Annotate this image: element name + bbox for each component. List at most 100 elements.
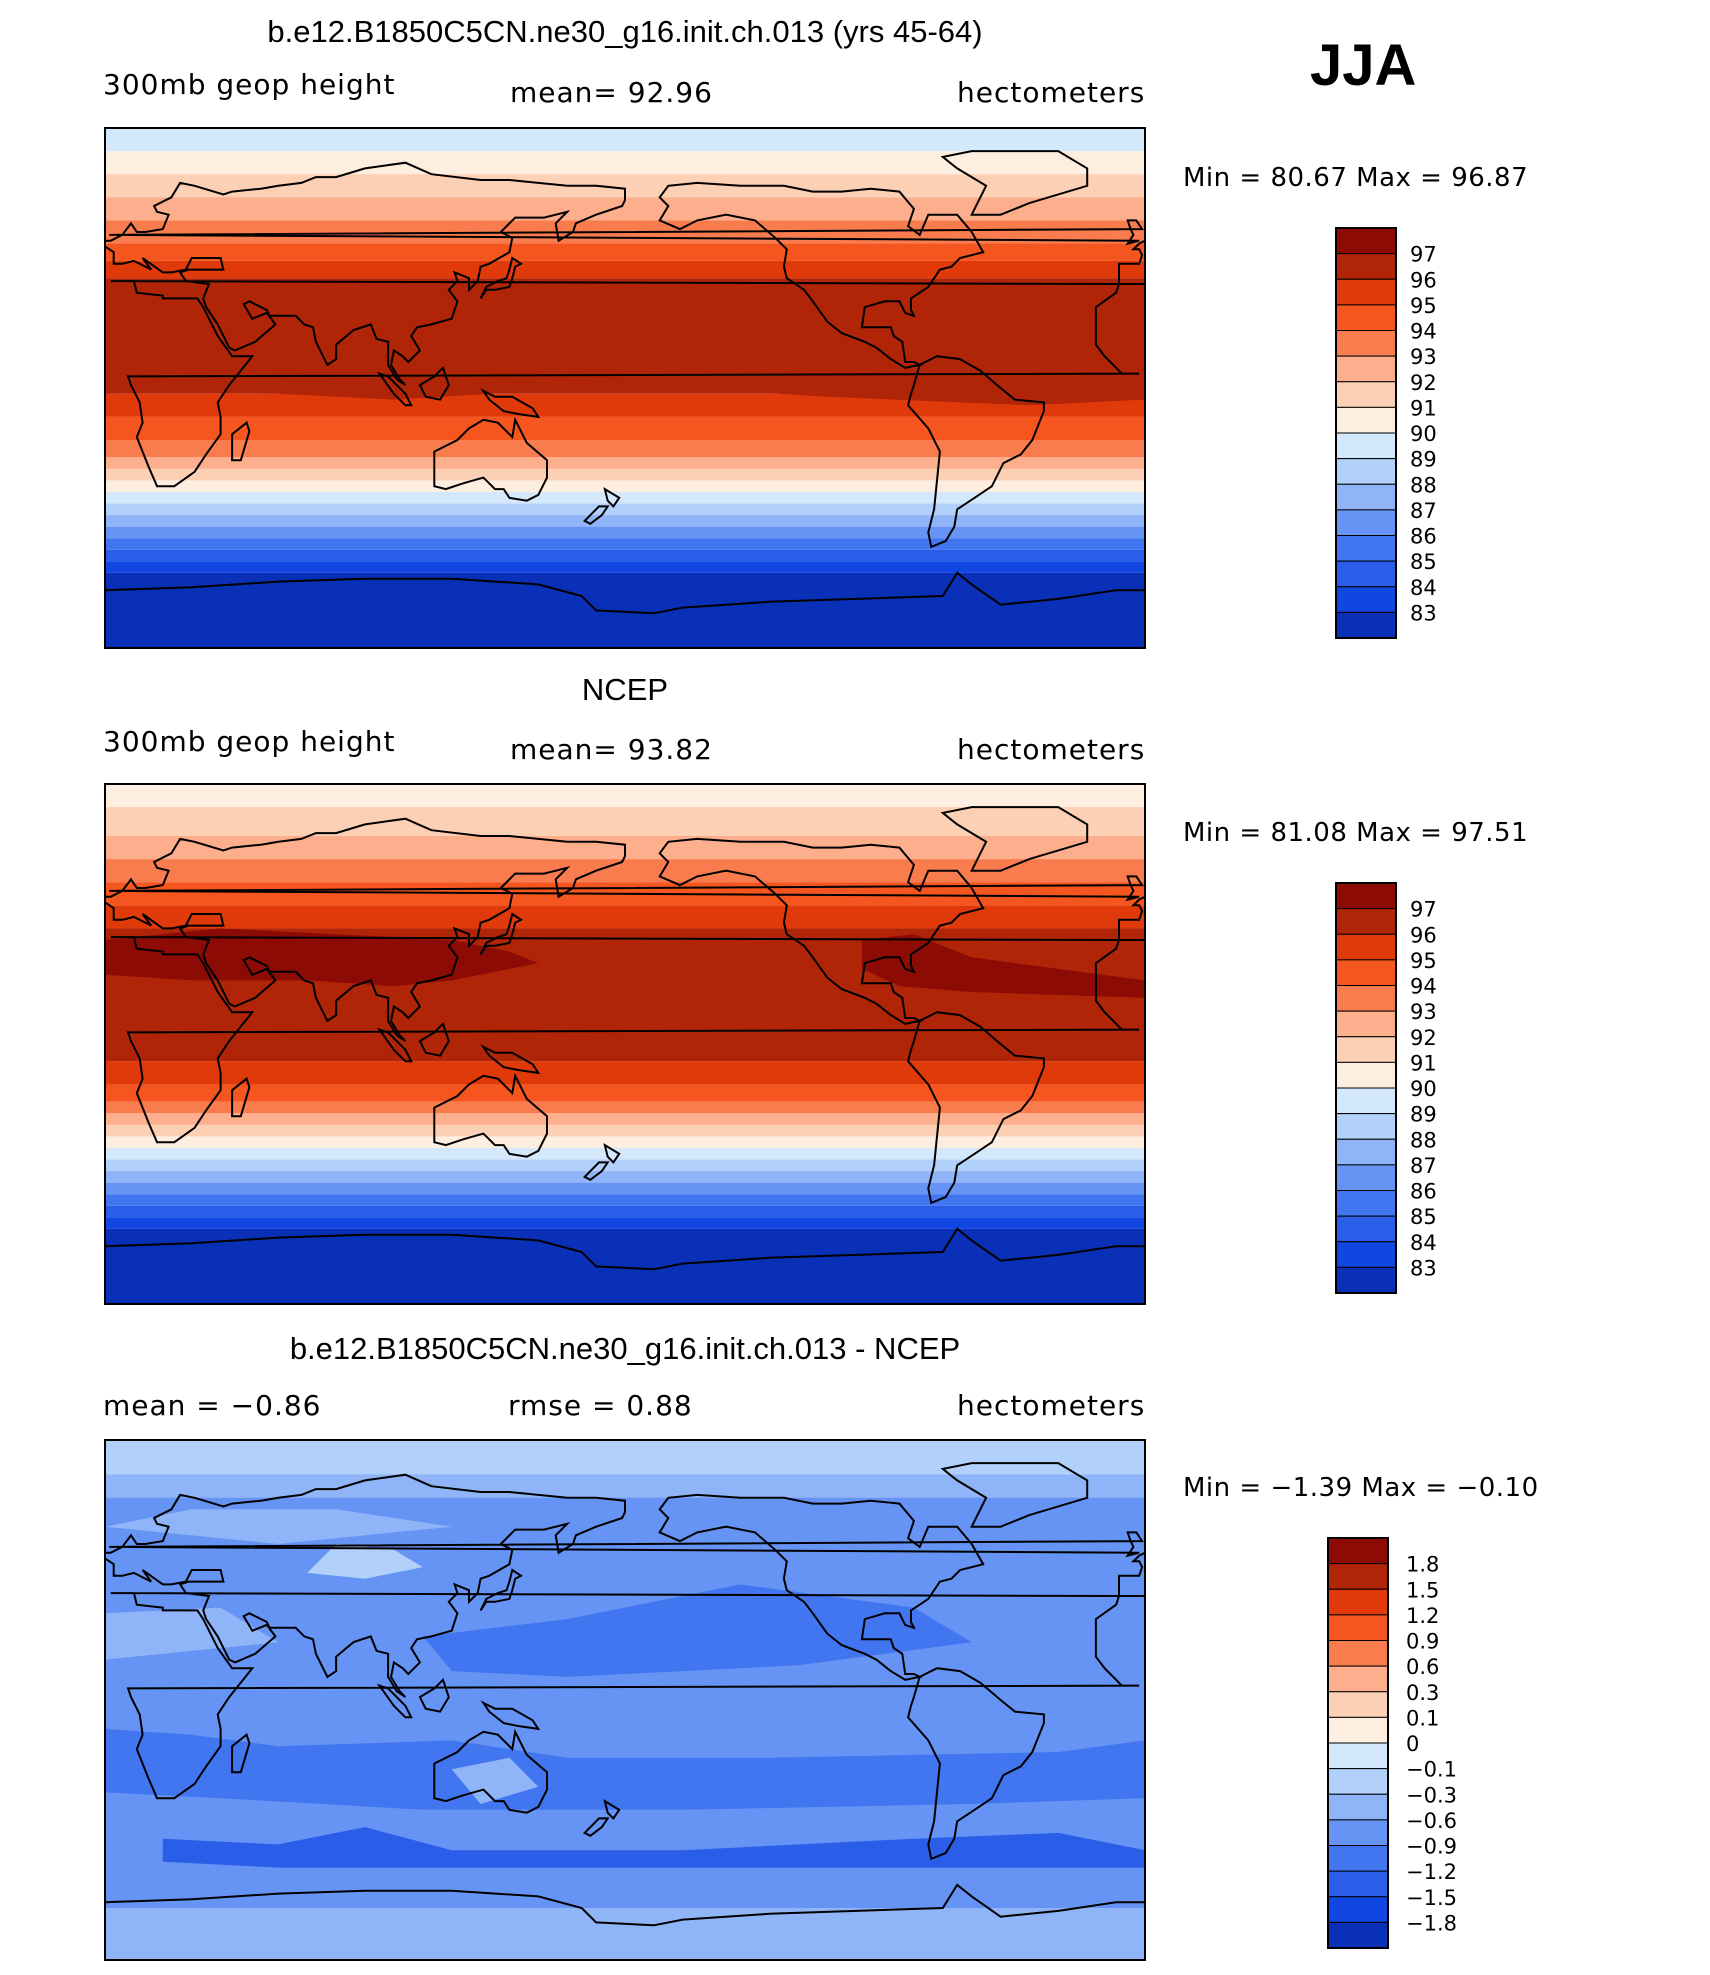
colorbar-swatch	[1335, 1113, 1397, 1140]
coastline	[418, 365, 450, 401]
contour-band	[105, 1474, 1145, 1498]
coastline	[231, 1733, 251, 1774]
coastline	[480, 1044, 541, 1075]
contour-band	[105, 1113, 1145, 1125]
panel-2-map	[104, 783, 1146, 1305]
colorbar-tick-label: −1.5	[1406, 1886, 1457, 1910]
contour-band	[105, 243, 1145, 261]
contour-band	[105, 468, 1145, 481]
contour-band	[105, 260, 1145, 279]
coastline	[479, 912, 523, 955]
colorbar-swatch	[1335, 560, 1397, 588]
coastline	[1118, 1551, 1146, 1597]
colorbar-tick-label: 92	[1410, 371, 1437, 395]
contour-band	[105, 1061, 1145, 1085]
colorbar-swatch	[1327, 1768, 1389, 1795]
colorbar-swatch	[1327, 1640, 1389, 1667]
coastline	[907, 355, 1045, 549]
contour-region	[105, 928, 539, 987]
contour-band	[105, 526, 1145, 539]
colorbar-swatch	[1335, 483, 1397, 511]
coastline	[658, 1493, 985, 1681]
contour-region	[861, 934, 1145, 998]
colorbar-tick-label: 90	[1410, 1077, 1437, 1101]
contour-band	[105, 1084, 1145, 1102]
colorbar-swatch	[1327, 1845, 1389, 1872]
colorbar-swatch	[1327, 1691, 1389, 1718]
panel-1-title: b.e12.B1850C5CN.ne30_g16.init.ch.013 (yr…	[267, 14, 983, 49]
coastline	[110, 280, 1140, 488]
contour-region	[307, 1544, 423, 1579]
colorbar-swatch	[1335, 1190, 1397, 1217]
colorbar-swatch	[1327, 1588, 1389, 1616]
coastline	[109, 1531, 1144, 1558]
contour-band	[105, 1205, 1145, 1218]
colorbar-tick-label: 88	[1410, 1128, 1437, 1152]
colorbar-tick-label: 95	[1410, 949, 1437, 973]
colorbar-swatch	[1335, 882, 1397, 910]
colorbar-tick-label: −0.3	[1406, 1783, 1457, 1807]
colorbar-tick-label: −0.6	[1406, 1809, 1457, 1833]
contour-region	[105, 1509, 452, 1544]
colorbar-tick-label: 96	[1410, 923, 1437, 947]
coastline	[582, 1817, 610, 1837]
colorbar-swatch	[1335, 330, 1397, 357]
coastline	[480, 1700, 541, 1731]
coastline	[104, 817, 626, 1042]
coastline	[104, 571, 1145, 615]
panel-1-units: hectometers	[957, 76, 1146, 109]
contour-band	[105, 1228, 1145, 1304]
colorbar-tick-label: 1.2	[1406, 1604, 1439, 1628]
colorbar-tick-label: 86	[1410, 1180, 1437, 1204]
contour-band	[105, 572, 1145, 648]
colorbar-swatch	[1335, 278, 1397, 306]
contour-band	[105, 515, 1145, 527]
coastline	[433, 1728, 548, 1814]
panel-1-variable: 300mb geop height	[103, 68, 396, 101]
colorbar-swatch	[1327, 1819, 1389, 1846]
colorbar-swatch	[1335, 1010, 1397, 1038]
contour-band	[105, 1124, 1145, 1137]
coastline	[480, 388, 541, 419]
colorbar-tick-label: 92	[1410, 1026, 1437, 1050]
colorbar-tick-label: 96	[1410, 268, 1437, 292]
coastline	[376, 1027, 413, 1063]
colorbar-tick-label: 84	[1410, 1231, 1437, 1255]
panel-3-units: hectometers	[957, 1389, 1146, 1422]
colorbar-swatch	[1335, 933, 1397, 961]
colorbar-swatch	[1335, 227, 1397, 255]
colorbar-tick-label: 97	[1410, 243, 1437, 267]
colorbar-swatch	[1327, 1793, 1389, 1821]
contour-band	[105, 416, 1145, 440]
panel-1-minmax: Min = 80.67 Max = 96.87	[1183, 163, 1529, 193]
contour-band	[105, 174, 1145, 198]
coastline	[376, 1683, 413, 1719]
contour-band	[105, 1884, 1145, 1908]
colorbar-swatch	[1335, 1061, 1397, 1089]
colorbar-tick-label: 1.5	[1406, 1578, 1439, 1602]
panel-2-minmax: Min = 81.08 Max = 97.51	[1183, 818, 1529, 848]
colorbar-tick-label: 83	[1410, 1256, 1437, 1280]
colorbar-tick-label: 91	[1410, 1051, 1437, 1075]
panel-3-rmse: rmse = 0.88	[508, 1389, 693, 1422]
colorbar-tick-label: −1.8	[1406, 1911, 1457, 1935]
colorbar-tick-label: 0.6	[1406, 1655, 1439, 1679]
colorbar-tick-label: 0.3	[1406, 1681, 1439, 1705]
contour-band	[105, 549, 1145, 562]
coastline	[376, 371, 413, 407]
coastline	[479, 256, 523, 299]
panel-3-map	[104, 1439, 1146, 1961]
coastline	[582, 505, 610, 525]
colorbar-tick-label: 95	[1410, 294, 1437, 318]
colorbar-swatch	[1335, 611, 1397, 639]
coastline	[479, 1568, 523, 1611]
colorbar-tick-label: 94	[1410, 975, 1437, 999]
colorbar-swatch	[1335, 458, 1397, 485]
contour-band	[105, 1217, 1145, 1229]
contour-region	[105, 1728, 1145, 1810]
panel-2-units: hectometers	[957, 733, 1146, 766]
colorbar-tick-label: −1.2	[1406, 1860, 1457, 1884]
coastline	[907, 1011, 1045, 1205]
colorbar-tick-label: −0.1	[1406, 1758, 1457, 1782]
